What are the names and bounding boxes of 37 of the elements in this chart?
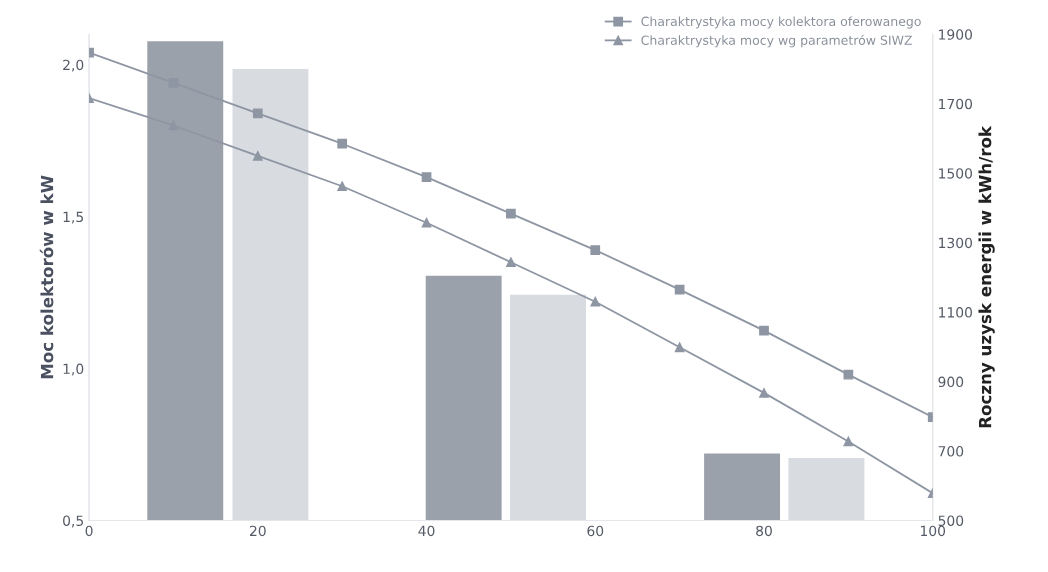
point: [590, 296, 601, 307]
x-tick-label: 40: [418, 525, 435, 537]
y-tick-label: 1,0: [63, 363, 84, 376]
point: [759, 325, 769, 336]
y2-tick-label: 700: [938, 446, 964, 457]
point: [421, 217, 432, 228]
y2-axis-title: Roczny uzysk energii w kWh/rok: [978, 125, 995, 428]
y2-tick-label: 1700: [939, 98, 973, 110]
legend-label: Charaktrystyka mocy wg parametrów SIWZ: [641, 34, 912, 48]
y2-tick-label: 1900: [939, 29, 973, 40]
y2-tick-label: 1300: [939, 237, 973, 249]
point: [337, 181, 348, 192]
point: [674, 342, 685, 353]
point: [843, 436, 854, 447]
point: [506, 208, 516, 219]
y-axis-title: Moc kolektorów w kW: [39, 175, 54, 379]
point: [337, 138, 348, 149]
y-tick-label: 2,0: [63, 59, 84, 72]
y2-tick-label: 1500: [939, 168, 973, 179]
x-tick-label: 100: [920, 525, 946, 537]
legend-label: Charaktrystyka mocy kolektora oferowanego: [641, 16, 921, 29]
point: [421, 172, 432, 183]
point: [843, 369, 854, 380]
x-tick-label: 60: [587, 525, 604, 537]
point: [759, 388, 769, 398]
y2-tick-label: 900: [938, 376, 964, 388]
point: [252, 108, 263, 119]
point: [252, 151, 263, 161]
y-tick-label: 1,5: [63, 211, 84, 224]
y2-tick-label: 500: [938, 515, 964, 526]
x-tick-label: 20: [249, 525, 266, 537]
x-tick-label: 80: [756, 525, 772, 537]
x-tick-label: 0: [85, 525, 93, 537]
y-tick-label: 0,5: [63, 515, 84, 528]
y2-tick-label: 1100: [939, 307, 973, 318]
point: [506, 257, 516, 268]
point: [590, 245, 601, 255]
